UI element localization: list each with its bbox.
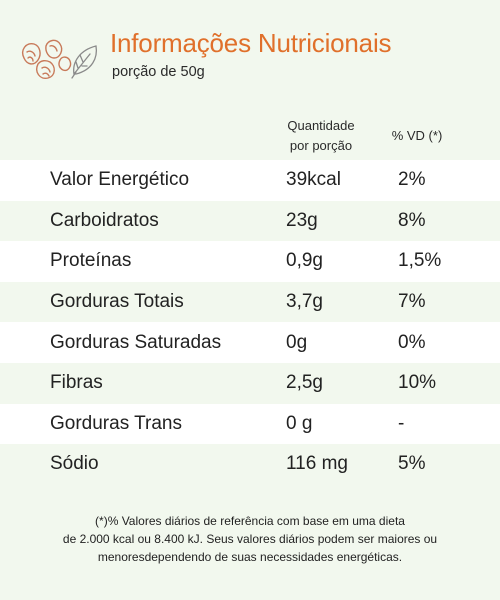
nutrient-name: Gorduras Saturadas [50,331,222,353]
nutrient-quantity: 39kcal [286,169,341,191]
nutrient-vd: 8% [398,209,426,231]
leaf-nut-icon [22,39,98,79]
table-row: Gorduras Totais 3,7g 7% [0,281,500,323]
nutrient-quantity: 116 mg [286,453,348,475]
nutrition-table: Valor Energético 39kcal 2% Carboidratos … [0,160,500,485]
nutrient-quantity: 0g [286,331,308,353]
footnote-line: de 2.000 kcal ou 8.400 kJ. Seus valores … [62,532,438,546]
column-header-quantity: Quantidade por porção [276,116,366,156]
column-header-quantity-line1: Quantidade [287,118,355,133]
nutrient-vd: 7% [398,291,426,313]
footnote-line: (*)% Valores diários de referência com b… [95,514,405,528]
nutrient-name: Proteínas [50,250,132,272]
nutrient-quantity: 0 g [286,412,313,434]
footnote: (*)% Valores diários de referência com b… [20,512,480,566]
table-row: Carboidratos 23g 8% [0,200,500,242]
serving-size: porção de 50g [112,64,205,80]
table-row: Gorduras Saturadas 0g 0% [0,322,500,363]
nutrient-quantity: 23g [286,209,318,231]
page-title: Informações Nutricionais [110,28,392,58]
nutrient-name: Gorduras Trans [50,412,182,434]
nutrient-name: Valor Energético [50,169,190,191]
nutrient-name: Carboidratos [50,209,159,231]
nutrient-quantity: 3,7g [286,291,323,313]
table-row: Valor Energético 39kcal 2% [0,160,500,201]
nutrient-vd: 0% [398,331,426,353]
nutrient-vd: 5% [398,453,426,475]
nutrient-vd: 1,5% [398,250,442,272]
nutrient-quantity: 2,5g [286,372,323,394]
footnote-line: menoresdependendo de suas necessidades e… [97,550,403,564]
nutrient-vd: - [398,412,405,434]
nutrient-name: Gorduras Totais [50,291,184,313]
nutrient-vd: 10% [398,372,437,394]
nutrient-name: Sódio [50,453,99,475]
table-row: Fibras 2,5g 10% [0,362,500,404]
table-row: Proteínas 0,9g 1,5% [0,241,500,282]
column-header-quantity-line2: por porção [289,138,353,153]
table-row: Gorduras Trans 0 g - [0,403,500,445]
nutrient-name: Fibras [50,372,103,394]
nutrient-vd: 2% [398,169,426,191]
column-header-vd: % VD (*) [391,128,443,143]
nutrient-quantity: 0,9g [286,250,323,272]
table-row: Sódio 116 mg 5% [0,444,500,485]
